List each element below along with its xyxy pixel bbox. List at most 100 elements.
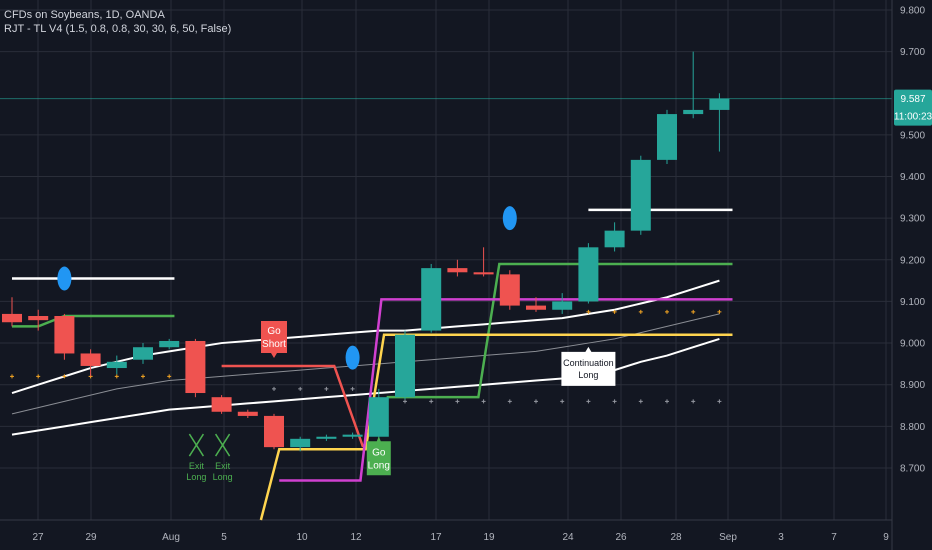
candle-down bbox=[264, 415, 284, 448]
signal-dot bbox=[324, 386, 329, 391]
price-tick-label: 8.700 bbox=[900, 463, 925, 474]
go-short-label bbox=[261, 321, 287, 359]
time-tick-label: 3 bbox=[778, 532, 784, 543]
signal-dot bbox=[455, 399, 460, 404]
candle-down bbox=[473, 272, 494, 275]
candle-up bbox=[342, 434, 363, 437]
go-long-text: Go bbox=[372, 447, 386, 458]
price-axis[interactable]: 9.800 9.700 9.500 9.400 9.300 9.200 9.100 9.000… bbox=[891, 0, 925, 550]
time-tick-label: 10 bbox=[296, 532, 308, 543]
candle-up bbox=[368, 397, 389, 437]
signal-dot bbox=[717, 309, 722, 314]
time-tick-label: 26 bbox=[615, 532, 627, 543]
time-tick-label: 29 bbox=[85, 532, 97, 543]
go-short-text: Go bbox=[267, 326, 281, 337]
candle-up bbox=[421, 268, 442, 331]
chart-title[interactable]: CFDs on Soybeans, 1D, OANDA bbox=[4, 9, 165, 21]
continuation-long-text: Continuation bbox=[563, 358, 614, 368]
time-tick-label: 12 bbox=[350, 532, 362, 543]
candle-down bbox=[2, 313, 22, 323]
green-stop-line-2 bbox=[386, 262, 733, 399]
exit-long-text: Long bbox=[213, 472, 233, 482]
signal-dot bbox=[665, 399, 669, 404]
candle-down bbox=[499, 274, 520, 306]
price-tick-label: 9.500 bbox=[900, 130, 925, 141]
candle-up bbox=[133, 347, 153, 360]
candle-up bbox=[395, 334, 415, 398]
upper-band bbox=[11, 279, 720, 394]
time-tick-label: 24 bbox=[562, 532, 574, 543]
signal-ellipse bbox=[57, 266, 72, 291]
candle-down bbox=[80, 353, 101, 366]
signal-dot bbox=[691, 309, 696, 314]
signal-dot bbox=[560, 399, 565, 404]
exit-long-x-icon bbox=[188, 433, 205, 457]
candle-down bbox=[211, 397, 232, 412]
candle-down bbox=[447, 268, 468, 273]
time-tick-label: 27 bbox=[32, 532, 44, 543]
candle-down bbox=[28, 316, 49, 321]
grid-lines bbox=[0, 0, 892, 520]
indicator-label[interactable]: RJT - TL V4 (1.5, 0.8, 0.8, 30, 30, 6, 5… bbox=[4, 23, 232, 35]
time-tick-label: 17 bbox=[430, 532, 442, 543]
go-long-text: Long bbox=[368, 460, 390, 471]
time-tick-label: 19 bbox=[483, 532, 495, 543]
time-axis[interactable]: 27 29 Aug 5 10 12 17 19 24 26 28 Sep 3 7 9 bbox=[0, 519, 892, 543]
signal-dot bbox=[10, 374, 14, 379]
signal-dot bbox=[612, 399, 617, 404]
candle-down bbox=[526, 305, 546, 310]
time-tick-label: Sep bbox=[719, 532, 737, 543]
candle-up bbox=[604, 230, 625, 248]
exit-long-text: Exit bbox=[189, 461, 205, 471]
middle-band bbox=[11, 313, 720, 415]
signal-markers: GoShortGoLongContinuationLongExitLongExi… bbox=[57, 206, 616, 482]
signal-levels bbox=[12, 208, 733, 521]
yellow-entry-line bbox=[259, 333, 733, 521]
green-stop-line-1 bbox=[12, 314, 175, 328]
exit-long-x-icon bbox=[214, 433, 231, 457]
signal-dot bbox=[534, 399, 538, 404]
time-tick-label: Aug bbox=[162, 532, 180, 543]
signal-dot bbox=[507, 399, 512, 404]
continuation-long-text: Long bbox=[578, 370, 598, 380]
time-tick-label: 7 bbox=[831, 532, 837, 543]
price-tick-label: 9.100 bbox=[900, 297, 925, 308]
signal-dot bbox=[586, 309, 591, 314]
signal-dot bbox=[62, 374, 67, 379]
last-price-tag: 9.587 11:00:23 bbox=[894, 89, 932, 126]
magenta-target-line bbox=[279, 298, 733, 482]
signal-dot bbox=[429, 399, 434, 404]
signal-dot bbox=[612, 309, 617, 314]
signal-dot bbox=[665, 309, 669, 314]
candle-up bbox=[106, 361, 127, 369]
candle-up bbox=[552, 301, 573, 310]
signal-ellipse bbox=[502, 206, 517, 231]
time-tick-label: 28 bbox=[670, 532, 682, 543]
signal-ellipse bbox=[345, 345, 360, 370]
candle-up bbox=[159, 340, 180, 348]
exit-long-text: Exit bbox=[215, 461, 231, 471]
chart-legend: CFDs on Soybeans, 1D, OANDA RJT - TL V4 … bbox=[4, 8, 231, 36]
candle-up bbox=[683, 109, 704, 115]
continuation-long-label bbox=[561, 346, 616, 386]
signal-dot bbox=[141, 374, 145, 379]
candle-up bbox=[657, 114, 677, 160]
exit-long-text: Long bbox=[186, 472, 206, 482]
signal-dot bbox=[586, 399, 591, 404]
last-price-box bbox=[894, 89, 932, 126]
price-tick-label: 9.200 bbox=[900, 255, 925, 266]
signal-dot bbox=[717, 399, 722, 404]
countdown-text: 11:00:23 bbox=[894, 112, 932, 123]
candle-up bbox=[290, 438, 311, 448]
signal-dot bbox=[298, 386, 303, 391]
price-tick-label: 9.800 bbox=[900, 6, 925, 17]
signal-dot bbox=[350, 386, 355, 391]
last-price-text: 9.587 bbox=[900, 94, 925, 105]
time-tick-label: 9 bbox=[883, 532, 889, 543]
candle-up bbox=[316, 436, 337, 439]
candle-up bbox=[709, 98, 730, 110]
signal-dot bbox=[36, 374, 41, 379]
candle-up bbox=[630, 159, 651, 231]
